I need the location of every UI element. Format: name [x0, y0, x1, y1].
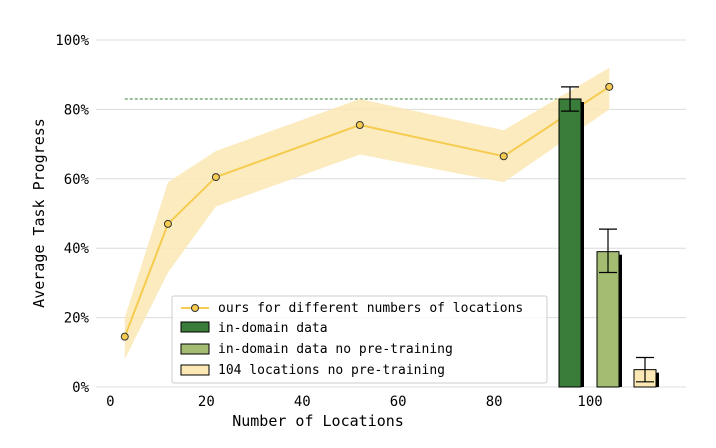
y-tick-label: 100% [55, 33, 89, 49]
series-point [120, 332, 129, 341]
series-point [355, 121, 364, 130]
legend-label-line: ours for different numbers of locations [218, 301, 523, 316]
confidence-band [124, 67, 610, 360]
legend-swatch-in-domain-no-pretrain [180, 343, 210, 355]
y-tick-label: 40% [64, 241, 90, 257]
legend-box [171, 295, 548, 384]
x-tick-label: 20 [198, 394, 215, 410]
x-tick-label: 80 [486, 394, 503, 410]
legend-swatch-in-domain [180, 321, 210, 333]
confidence-band-group [124, 67, 610, 360]
legend-line-marker [191, 304, 199, 312]
legend: ours for different numbers of locations … [171, 295, 548, 384]
series-point [499, 152, 508, 161]
x-tick-label: 0 [106, 394, 114, 410]
series-point [605, 82, 614, 91]
x-axis-label: Number of Locations [232, 412, 404, 430]
series-line [123, 86, 610, 338]
y-tick-label: 80% [64, 102, 90, 118]
x-tick-label: 60 [390, 394, 407, 410]
series-points-group [120, 82, 614, 341]
y-tick-label: 20% [64, 311, 90, 327]
tick-labels-group: 0% 20% 40% 60% 80% 100% 0 20 40 60 80 100 [55, 33, 602, 410]
legend-label-in-domain: in-domain data [218, 321, 328, 336]
x-tick-label: 100 [577, 394, 602, 410]
y-axis-label: Average Task Progress [30, 118, 48, 308]
x-tick-label: 40 [294, 394, 311, 410]
bars-group [558, 86, 659, 388]
y-tick-label: 60% [64, 172, 90, 188]
series-point [163, 219, 172, 228]
legend-label-in-domain-no-pretrain: in-domain data no pre-training [218, 342, 453, 357]
y-tick-label: 0% [72, 380, 89, 396]
bar [558, 98, 582, 388]
legend-swatch-104-no-pretrain [180, 364, 210, 376]
series-line-group [123, 86, 610, 338]
series-point [211, 173, 220, 182]
legend-label-104-no-pretrain: 104 locations no pre-training [218, 363, 445, 378]
